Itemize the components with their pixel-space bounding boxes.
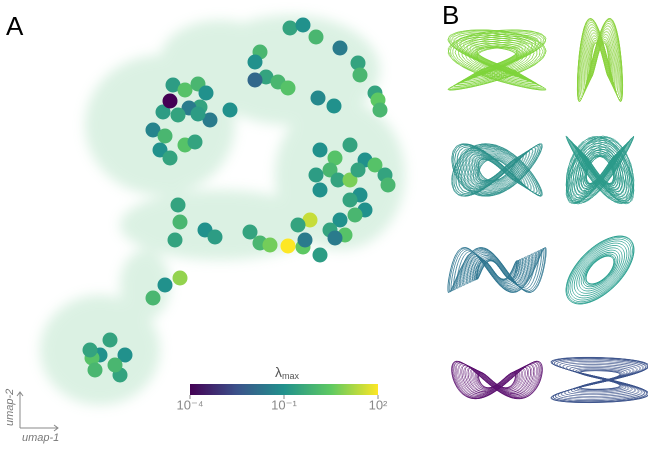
point bbox=[170, 197, 186, 213]
point bbox=[367, 157, 383, 173]
point bbox=[326, 98, 342, 114]
colorbar-tick-label: 10² bbox=[369, 397, 388, 412]
point bbox=[172, 270, 188, 286]
point bbox=[162, 150, 178, 166]
point bbox=[308, 167, 324, 183]
point bbox=[312, 142, 328, 158]
point bbox=[297, 232, 313, 248]
point bbox=[280, 80, 296, 96]
point bbox=[145, 122, 161, 138]
colorbar-label: λmax bbox=[275, 364, 300, 382]
panel-label: B bbox=[442, 0, 459, 30]
point bbox=[327, 230, 343, 246]
attractor bbox=[451, 360, 543, 400]
point bbox=[342, 172, 358, 188]
colorbar-tick-label: 10⁻¹ bbox=[271, 397, 297, 412]
point bbox=[347, 207, 363, 223]
point bbox=[157, 277, 173, 293]
point bbox=[187, 134, 203, 150]
point bbox=[165, 77, 181, 93]
point bbox=[145, 290, 161, 306]
attractor bbox=[576, 17, 624, 103]
point bbox=[107, 357, 123, 373]
point bbox=[350, 162, 366, 178]
point bbox=[247, 72, 263, 88]
point bbox=[222, 102, 238, 118]
point bbox=[372, 102, 388, 118]
point bbox=[312, 247, 328, 263]
point bbox=[162, 93, 178, 109]
attractor bbox=[565, 235, 635, 305]
colorbar bbox=[190, 384, 378, 395]
point bbox=[152, 142, 168, 158]
point bbox=[350, 55, 366, 71]
point bbox=[190, 106, 206, 122]
point bbox=[322, 162, 338, 178]
x-axis-label: umap-1 bbox=[22, 432, 59, 444]
point bbox=[282, 20, 298, 36]
point bbox=[207, 229, 223, 245]
colorbar-subscript: max bbox=[282, 371, 300, 381]
colorbar-symbol: λ bbox=[275, 364, 282, 380]
point bbox=[247, 54, 263, 70]
point bbox=[167, 232, 183, 248]
point bbox=[295, 17, 311, 33]
panel-label: A bbox=[6, 11, 24, 41]
point bbox=[327, 150, 343, 166]
point bbox=[242, 224, 258, 240]
point bbox=[198, 85, 214, 101]
umap-axes bbox=[16, 391, 59, 432]
point bbox=[202, 112, 218, 128]
density-haze bbox=[40, 15, 405, 405]
attractor bbox=[550, 356, 648, 404]
point bbox=[102, 332, 118, 348]
attractor bbox=[565, 135, 635, 205]
point bbox=[310, 90, 326, 106]
point bbox=[380, 177, 396, 193]
colorbar-tick-label: 10⁻⁴ bbox=[177, 397, 204, 412]
point bbox=[157, 128, 173, 144]
point bbox=[87, 362, 103, 378]
point bbox=[342, 192, 358, 208]
point bbox=[352, 67, 368, 83]
point bbox=[280, 238, 296, 254]
point bbox=[117, 347, 133, 363]
point bbox=[330, 172, 346, 188]
point bbox=[312, 182, 328, 198]
attractor bbox=[447, 29, 547, 91]
attractor bbox=[447, 246, 547, 294]
point bbox=[302, 212, 318, 228]
point bbox=[290, 217, 306, 233]
attractor-panel bbox=[447, 17, 648, 404]
point bbox=[155, 104, 171, 120]
point bbox=[308, 29, 324, 45]
point bbox=[177, 82, 193, 98]
attractor bbox=[451, 143, 543, 197]
point bbox=[262, 237, 278, 253]
y-axis-label: umap-2 bbox=[4, 389, 16, 426]
point bbox=[332, 40, 348, 56]
point bbox=[342, 137, 358, 153]
point bbox=[332, 212, 348, 228]
point bbox=[82, 342, 98, 358]
point bbox=[172, 214, 188, 230]
point bbox=[170, 107, 186, 123]
